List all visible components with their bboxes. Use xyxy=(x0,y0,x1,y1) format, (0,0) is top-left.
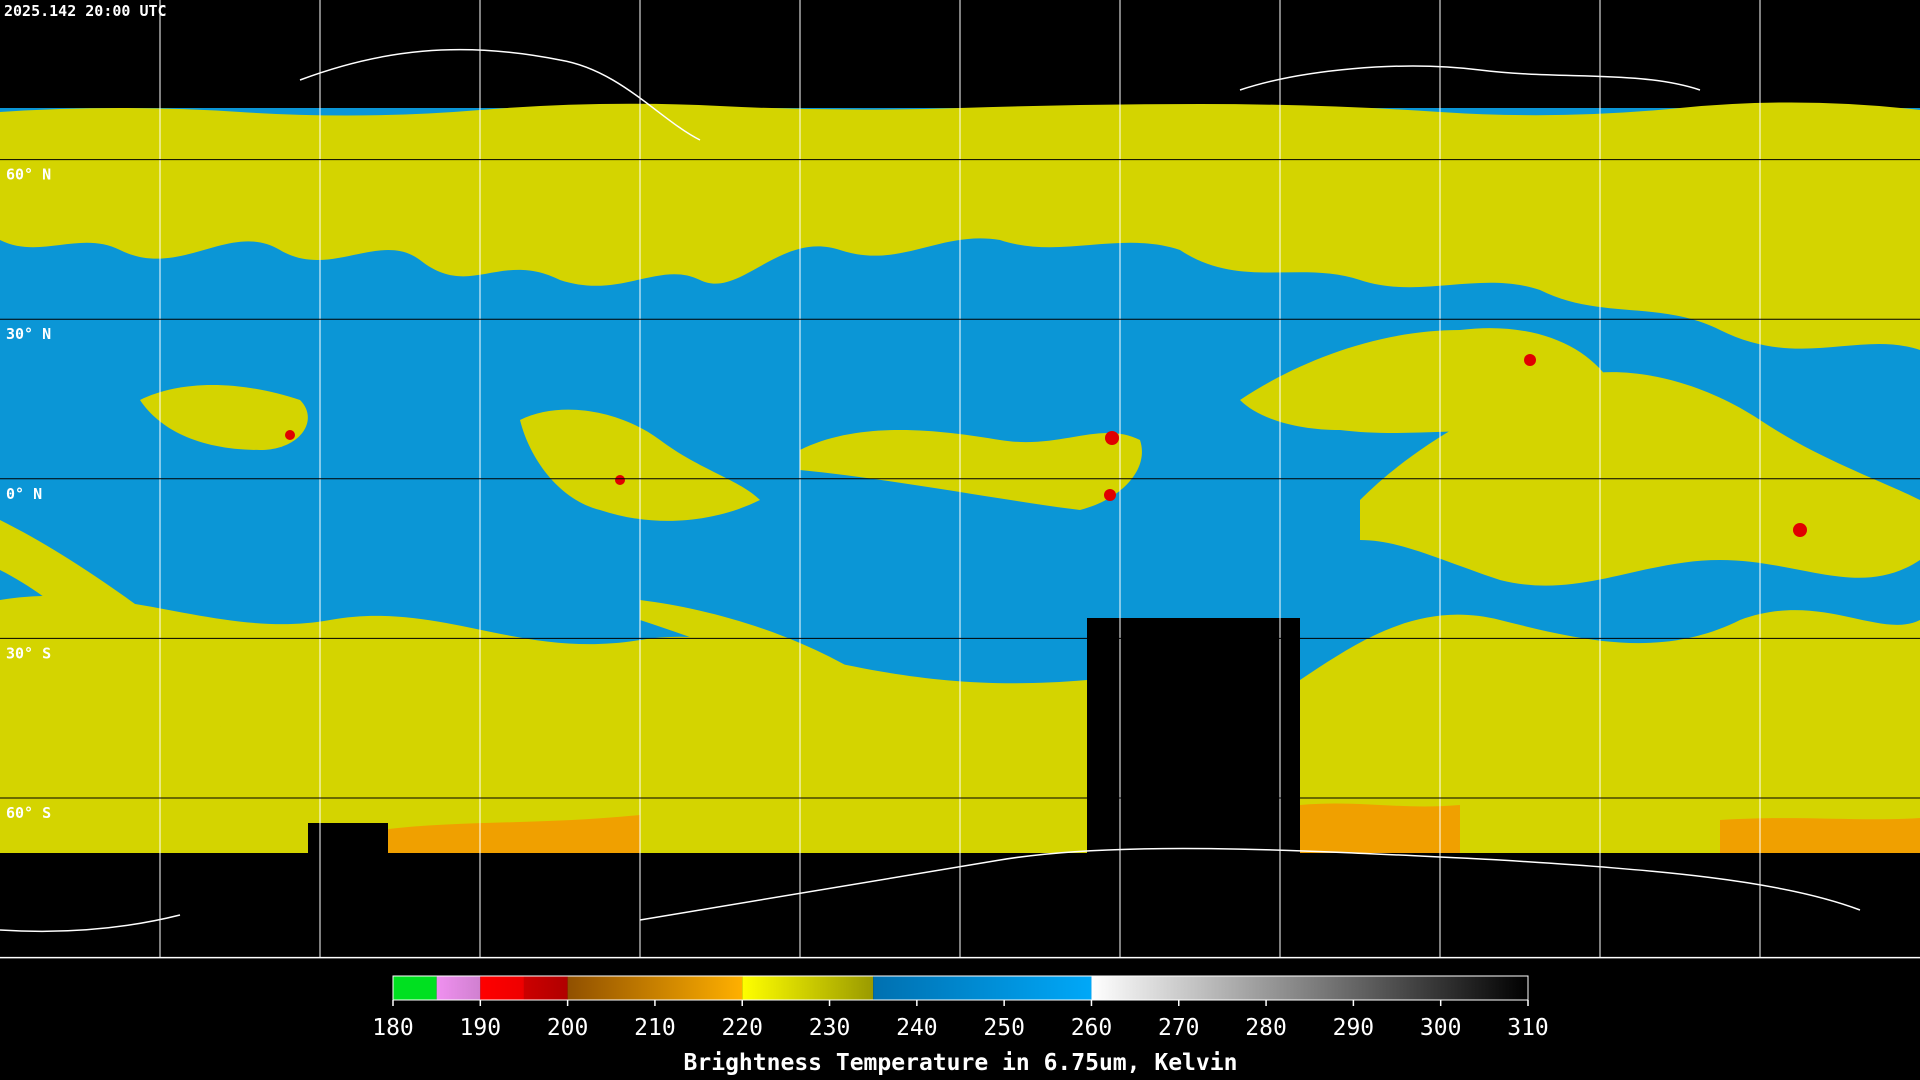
colorbar-tick-label: 270 xyxy=(1158,1015,1200,1041)
graticule xyxy=(0,0,1920,959)
colorbar-segment xyxy=(393,976,437,1000)
convective-cores xyxy=(285,354,1807,537)
colorbar-tick-label: 200 xyxy=(547,1015,589,1041)
colorbar-tick-label: 240 xyxy=(896,1015,938,1041)
colorbar-segment xyxy=(436,976,481,1000)
latitude-label: 30° N xyxy=(6,325,51,343)
tropical-cluster-africa xyxy=(800,430,1142,510)
core xyxy=(1104,489,1116,501)
colorbar-segment xyxy=(1091,976,1528,1000)
moist-plume-b xyxy=(0,520,260,740)
coastline xyxy=(639,847,1861,921)
core xyxy=(1524,354,1536,366)
colorbar-segment xyxy=(567,976,743,1000)
tropical-cluster-pacific xyxy=(140,385,308,450)
core xyxy=(1793,523,1807,537)
coastline xyxy=(1239,65,1701,91)
coastline xyxy=(299,48,701,141)
core xyxy=(1105,431,1119,445)
colorbar-tick-label: 190 xyxy=(460,1015,502,1041)
latitude-label: 30° S xyxy=(6,644,51,662)
colorbar-tick-label: 290 xyxy=(1333,1015,1375,1041)
colorbar-segment xyxy=(523,976,568,1000)
colorbar-tick-label: 300 xyxy=(1420,1015,1462,1041)
colorbar-tick-label: 210 xyxy=(634,1015,676,1041)
tropical-belt-asia xyxy=(1240,328,1620,440)
polar-warm-south xyxy=(380,803,1920,853)
core xyxy=(615,475,625,485)
colorbar-frame xyxy=(392,975,1529,1001)
colorbar-segment xyxy=(742,976,874,1000)
no-data-region xyxy=(308,823,388,853)
colorbar-tick-label: 280 xyxy=(1245,1015,1287,1041)
timestamp: 2025.142 20:00 UTC xyxy=(4,2,167,20)
moist-plume-a xyxy=(640,600,1087,800)
colorbar-tick-label: 230 xyxy=(809,1015,851,1041)
coastline xyxy=(0,914,181,933)
colorbar-tick-label: 220 xyxy=(721,1015,763,1041)
moist-band-south-east xyxy=(1300,610,1920,853)
colorbar-tick-label: 250 xyxy=(983,1015,1025,1041)
colorbar-tick-label: 310 xyxy=(1507,1015,1549,1041)
colorbar-label: Brightness Temperature in 6.75um, Kelvin xyxy=(684,1050,1238,1076)
colorbar: 180 190 200 210 220 230 240 250 260 270 280 290 300 3… xyxy=(372,975,1549,1076)
latitude-label: 60° S xyxy=(6,804,51,822)
no-data-region xyxy=(1087,618,1300,853)
polar-coastline xyxy=(0,48,1861,933)
colorbar-tick-label: 260 xyxy=(1071,1015,1113,1041)
core xyxy=(285,430,295,440)
latitude-label: 0° N xyxy=(6,485,42,503)
colorbar-segment xyxy=(480,976,524,1000)
colorbar-segment xyxy=(873,976,1092,1000)
latitude-label: 60° N xyxy=(6,166,51,184)
colorbar-tick-label: 180 xyxy=(372,1015,414,1041)
latitude-labels: 60° N 30° N 0° N 30° S 60° S xyxy=(6,166,51,822)
